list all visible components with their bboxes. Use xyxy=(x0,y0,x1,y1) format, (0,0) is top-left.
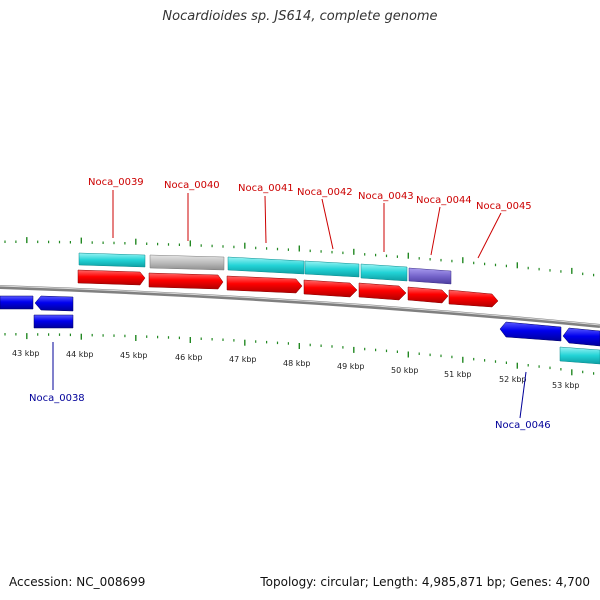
gene-box-0038[interactable] xyxy=(33,314,74,329)
cds-arrow-0044[interactable] xyxy=(407,286,449,304)
gene-box-0040[interactable] xyxy=(149,254,225,271)
outer-tick-ring xyxy=(4,237,595,277)
scale-label: 48 kbp xyxy=(283,359,311,368)
gene-box-0039[interactable] xyxy=(78,252,146,268)
gene-box-0042[interactable] xyxy=(304,260,360,278)
gene-label-forward[interactable]: Noca_0043 xyxy=(358,191,414,202)
gene-box-0044[interactable] xyxy=(408,267,452,285)
leader-line xyxy=(477,212,502,259)
cds-arrow-left-edge[interactable] xyxy=(0,295,34,310)
cds-arrow-0043[interactable] xyxy=(358,282,407,301)
cds-arrow-0040[interactable] xyxy=(148,272,224,290)
gene-label-forward[interactable]: Noca_0045 xyxy=(476,201,532,212)
scale-label: 52 kbp xyxy=(499,375,527,384)
gene-labels: Noca_0039 Noca_0040 Noca_0041 Noca_0042 Noca… xyxy=(29,177,551,431)
backbone-highlight xyxy=(0,285,600,326)
leader-line xyxy=(430,206,441,256)
cds-arrow-0045[interactable] xyxy=(448,289,499,308)
leader-line xyxy=(321,198,334,250)
scale-label: 45 kbp xyxy=(120,351,148,360)
gene-label-forward[interactable]: Noca_0044 xyxy=(416,195,472,206)
scale-label: 50 kbp xyxy=(391,366,419,375)
gene-feature-track xyxy=(78,252,452,285)
gene-box-0043[interactable] xyxy=(360,263,408,282)
cds-arrow-0039[interactable] xyxy=(77,269,146,286)
accession-label: Accession: NC_008699 xyxy=(9,575,146,589)
gene-label-forward[interactable]: Noca_0042 xyxy=(297,187,353,198)
cds-arrow-0046[interactable] xyxy=(499,321,562,342)
gene-label-reverse[interactable]: Noca_0038 xyxy=(29,393,85,404)
inner-tick-ring xyxy=(4,333,595,376)
leader-line xyxy=(264,195,267,244)
genome-summary-label: Topology: circular; Length: 4,985,871 bp… xyxy=(260,575,590,589)
gene-box-0041[interactable] xyxy=(227,256,305,275)
gene-box-0047[interactable] xyxy=(559,346,600,365)
backbone xyxy=(0,285,600,328)
gene-label-forward[interactable]: Noca_0040 xyxy=(164,180,220,191)
scale-label: 47 kbp xyxy=(229,355,257,364)
scale-label: 53 kbp xyxy=(552,381,580,390)
gene-label-reverse[interactable]: Noca_0046 xyxy=(495,420,551,431)
leader-line xyxy=(519,371,527,419)
scale-label: 43 kbp xyxy=(12,349,40,358)
forward-strand-track xyxy=(77,269,499,308)
scale-label: 46 kbp xyxy=(175,353,203,362)
reverse-strand-track xyxy=(0,295,600,365)
scale-label: 51 kbp xyxy=(444,370,472,379)
scale-label: 44 kbp xyxy=(66,350,94,359)
cds-arrow-0047[interactable] xyxy=(562,327,600,347)
cds-arrow-0038[interactable] xyxy=(34,295,74,312)
map-title: Nocardioides sp. JS614, complete genome xyxy=(162,9,438,24)
gene-label-forward[interactable]: Noca_0039 xyxy=(88,177,144,188)
cds-arrow-0042[interactable] xyxy=(303,279,358,298)
cds-arrow-0041[interactable] xyxy=(226,275,303,294)
gene-label-forward[interactable]: Noca_0041 xyxy=(238,183,294,194)
scale-label: 49 kbp xyxy=(337,362,365,371)
scale-labels: 43 kbp 44 kbp 45 kbp 46 kbp 47 kbp 48 kbp 49 k… xyxy=(12,349,580,390)
